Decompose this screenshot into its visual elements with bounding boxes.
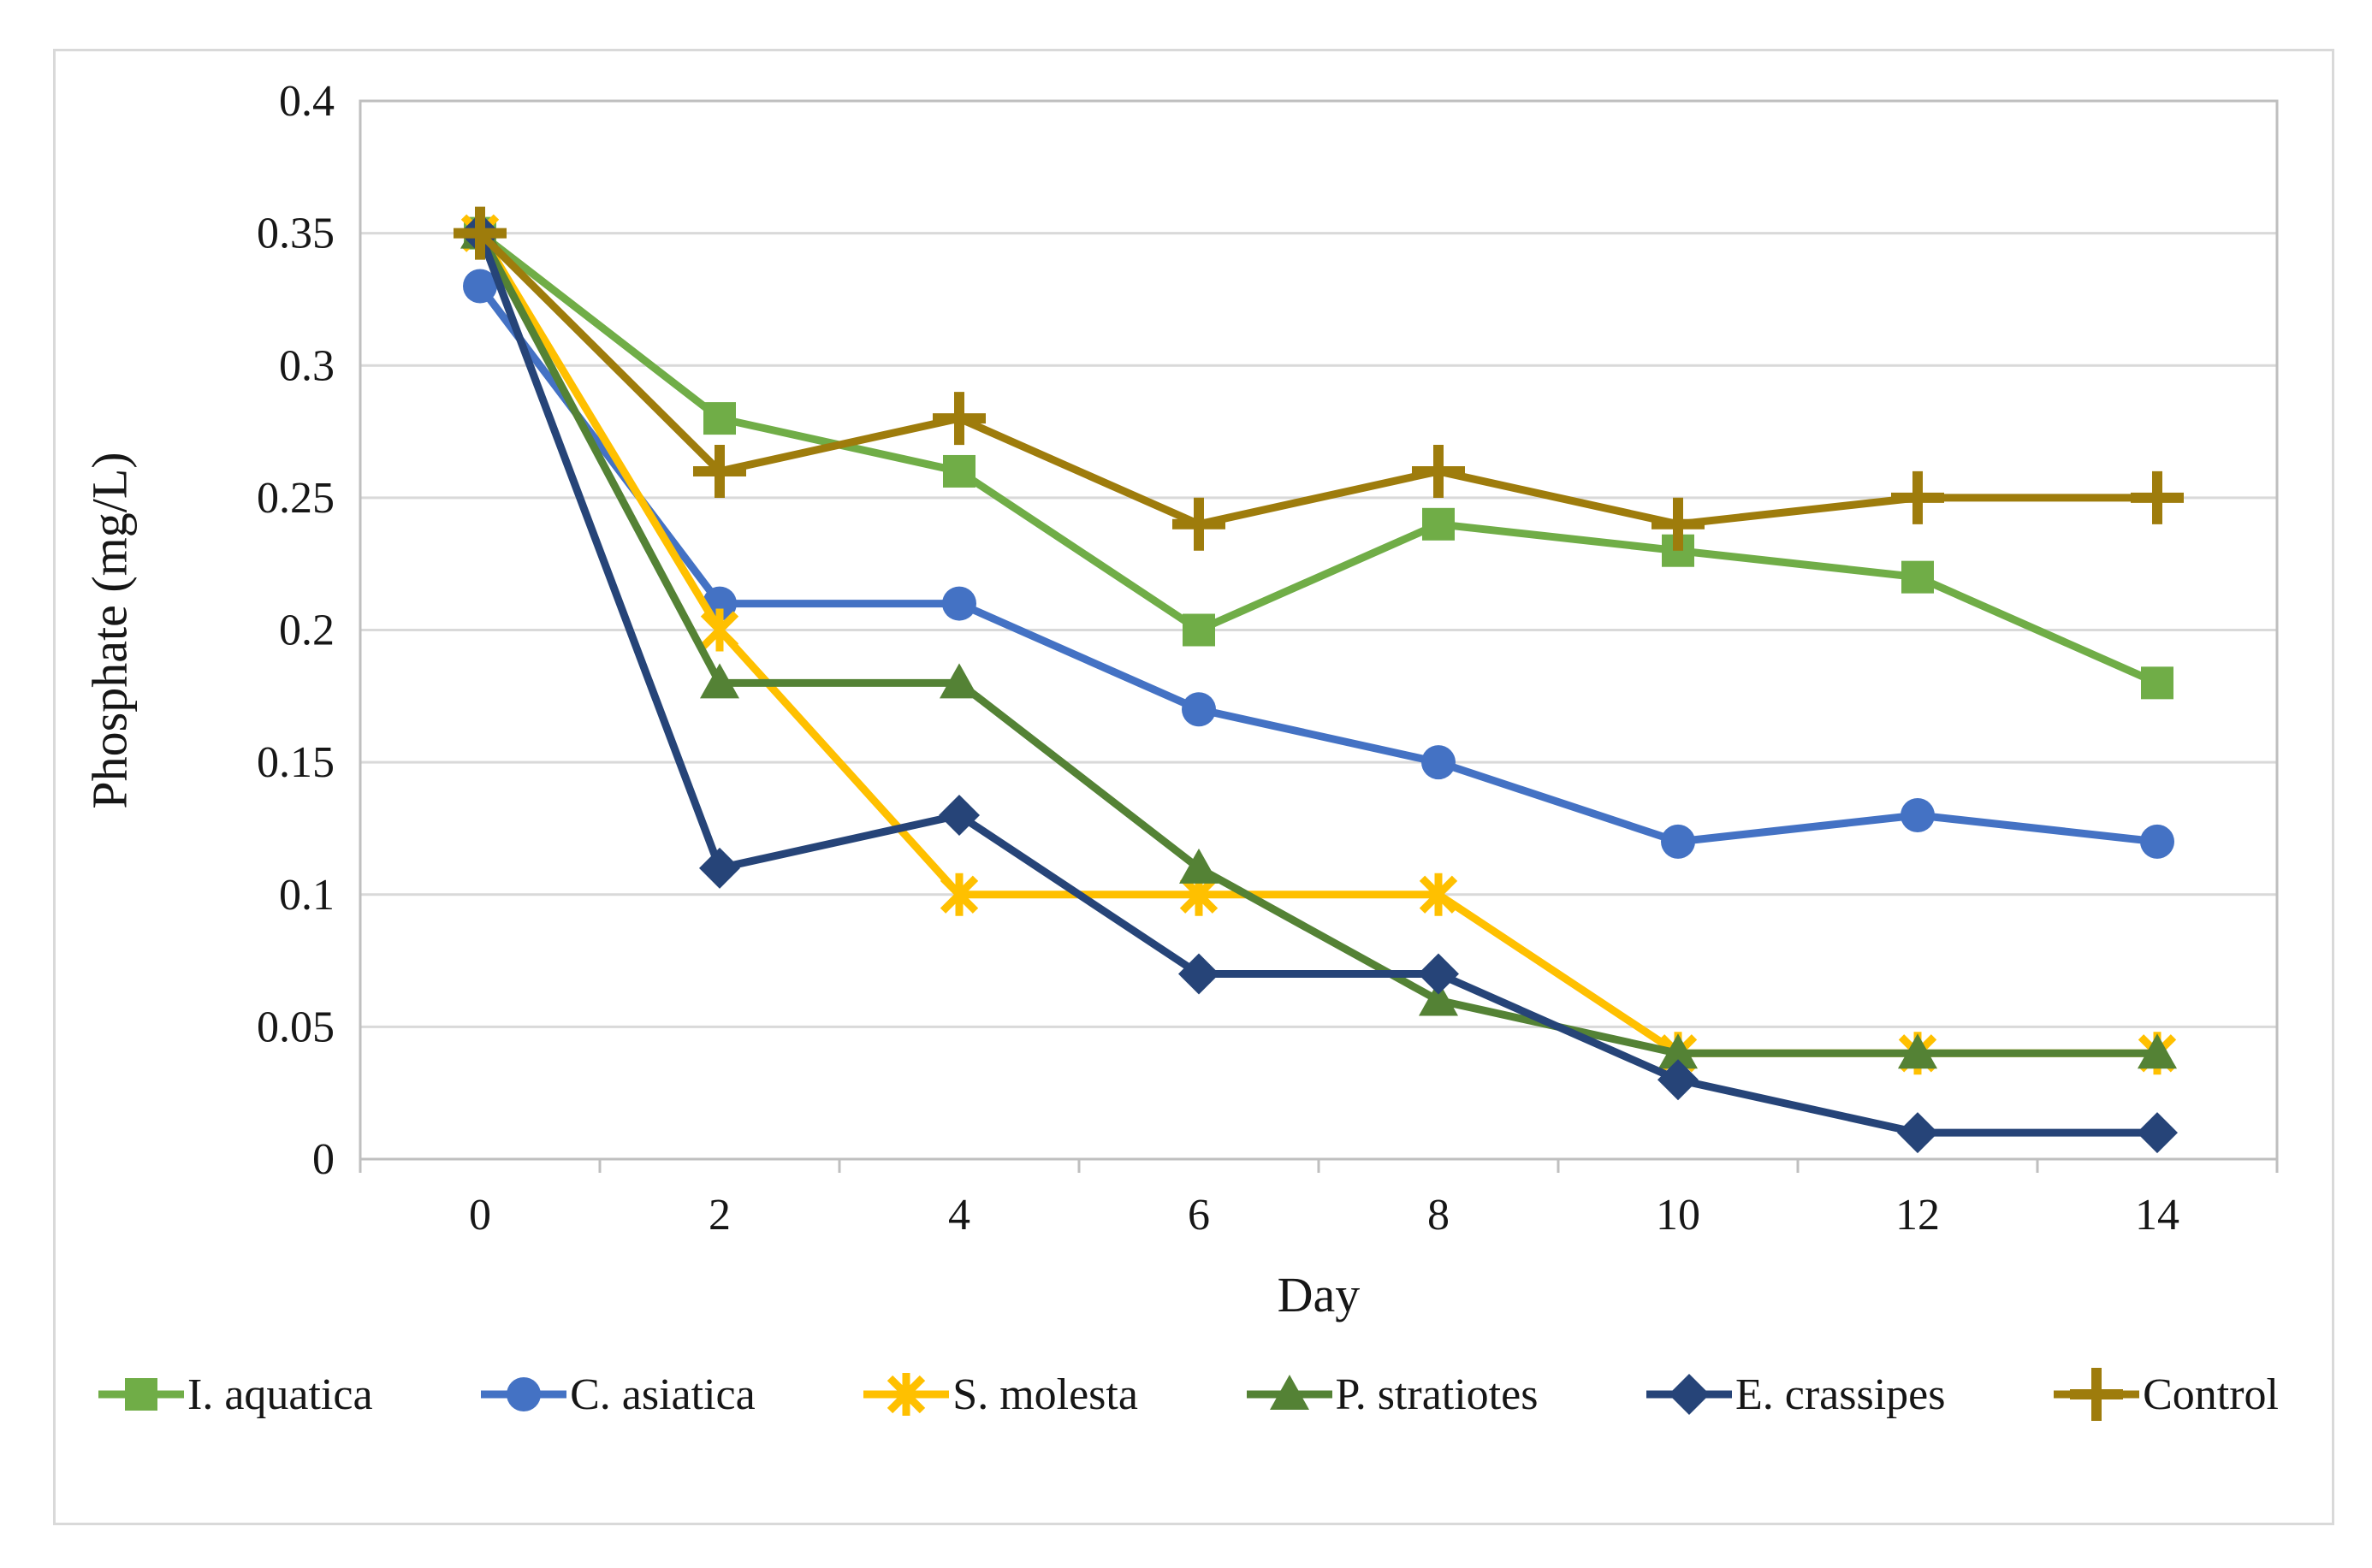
x-tick-label: 14 [2135,1191,2179,1240]
marker-i-aquatica [943,454,975,488]
y-axis-title: Phosphate (mg/L) [81,452,138,809]
x-tick-label: 8 [1427,1191,1450,1240]
marker-c-asiatica [1901,797,1935,832]
y-tick-label: 0.1 [279,871,335,920]
marker-i-aquatica [703,402,736,435]
marker-c-asiatica [463,269,497,304]
legend-marker-c-asiatica-icon [507,1377,542,1411]
marker-s-molesta [1419,873,1458,916]
legend-item-c-asiatica: C. asiatica [481,1364,756,1424]
series-line-i-aquatica [476,229,2161,687]
legend-swatch-i-aquatica-icon [98,1378,184,1411]
x-tick-label: 0 [469,1191,491,1240]
x-tick-label: 6 [1188,1191,1210,1240]
marker-e-crassipes [2137,1112,2178,1154]
y-tick-label: 0.4 [279,77,335,126]
marker-p-stratiotes [940,663,979,699]
marker-e-crassipes [1418,953,1459,995]
legend-label: E. crassipes [1735,1370,1946,1419]
legend-swatch-c-asiatica-icon [481,1377,567,1411]
x-tick-label: 12 [1895,1191,1940,1240]
marker-control [1172,497,1225,551]
marker-control [933,392,986,446]
legend-item-e-crassipes: E. crassipes [1646,1364,1946,1424]
marker-p-stratiotes [2138,1033,2177,1069]
marker-c-asiatica [1661,824,1695,859]
y-tick-label: 0.05 [257,1003,335,1051]
y-tick-label: 0.2 [279,606,335,655]
legend-label: P. stratiotes [1335,1370,1539,1419]
legend-swatch-control-icon [2054,1368,2140,1421]
legend-item-i-aquatica: I. aquatica [98,1364,373,1424]
legend: I. aquatica C. asiatica S. molesta P. strat… [98,1350,2279,1439]
marker-control [1652,497,1705,551]
marker-p-stratiotes [1898,1033,1937,1069]
series-s-molesta [460,211,2177,1075]
marker-s-molesta [940,873,979,916]
series-control [454,206,2184,551]
legend-swatch-s-molesta-icon [863,1373,950,1416]
series-line-c-asiatica [476,281,2161,846]
legend-swatch-p-stratiotes-icon [1246,1375,1332,1410]
legend-marker-e-crassipes-icon [1669,1374,1711,1415]
marker-i-aquatica [1183,613,1215,647]
legend-marker-s-molesta-icon [887,1373,926,1416]
x-axis-title: Day [1277,1267,1361,1322]
marker-i-aquatica [1422,507,1455,541]
figure-frame [53,49,2334,1525]
legend-marker-control-icon [2070,1368,2124,1421]
marker-control [693,444,746,498]
marker-p-stratiotes [700,663,739,699]
marker-c-asiatica [942,586,976,621]
legend-item-control: Control [2054,1364,2279,1424]
marker-s-molesta [700,608,739,652]
legend-marker-p-stratiotes-icon [1269,1375,1309,1410]
marker-e-crassipes [1178,953,1219,995]
y-tick-label: 0.35 [257,210,335,258]
marker-control [454,206,507,260]
legend-item-s-molesta: S. molesta [863,1364,1138,1424]
marker-p-stratiotes [1419,980,1458,1016]
y-tick-label: 0.15 [257,738,335,787]
marker-p-stratiotes [1179,848,1219,884]
x-tick-label: 10 [1656,1191,1700,1240]
series-line-e-crassipes [476,229,2161,1137]
x-tick-label: 2 [709,1191,731,1240]
y-tick-label: 0.25 [257,474,335,523]
legend-label: S. molesta [952,1370,1138,1419]
y-tick-label: 0 [312,1135,335,1184]
marker-e-crassipes [699,847,740,889]
legend-swatch-e-crassipes-icon [1646,1374,1733,1415]
y-tick-label: 0.3 [279,341,335,390]
marker-c-asiatica [2140,824,2174,859]
marker-c-asiatica [1421,745,1456,780]
legend-label: Control [2143,1370,2279,1419]
marker-control [1891,470,1944,524]
series-e-crassipes [460,212,2178,1154]
marker-p-stratiotes [1658,1033,1698,1069]
legend-label: C. asiatica [570,1370,756,1419]
marker-control [1412,444,1465,498]
x-tick-label: 4 [948,1191,970,1240]
marker-i-aquatica [2141,666,2173,700]
marker-e-crassipes [1897,1112,1938,1154]
marker-control [2131,470,2184,524]
legend-marker-i-aquatica-icon [125,1378,157,1411]
marker-c-asiatica [1182,692,1216,727]
series-line-p-stratiotes [476,229,2161,1057]
legend-label: I. aquatica [187,1370,373,1419]
legend-item-p-stratiotes: P. stratiotes [1246,1364,1539,1424]
marker-i-aquatica [1901,560,1934,594]
series-line-control [476,229,2161,529]
marker-e-crassipes [939,794,980,836]
marker-e-crassipes [1657,1059,1699,1101]
